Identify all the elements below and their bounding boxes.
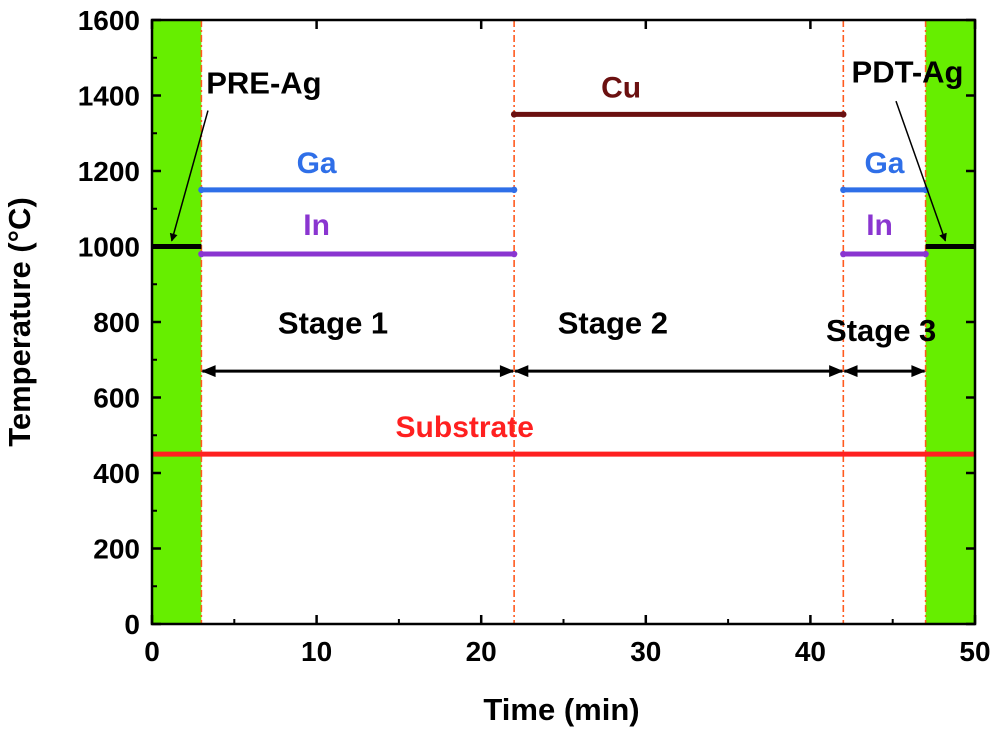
series-label-in: In <box>303 209 330 242</box>
x-tick-label: 30 <box>630 636 661 667</box>
series-in-endpoint <box>198 250 205 258</box>
series-label-in: In <box>866 209 893 242</box>
x-tick-label: 20 <box>466 636 497 667</box>
annotation-arrow-2 <box>895 100 947 242</box>
series-cu-endpoint <box>840 111 847 118</box>
series-label-ga: Ga <box>864 147 904 180</box>
x-tick-label: 0 <box>144 636 160 667</box>
stage-label-1: Stage 1 <box>278 305 388 340</box>
annotation-arrow-1 <box>169 110 209 242</box>
y-tick-label: 1200 <box>78 156 140 187</box>
x-axis-title: Time (min) <box>483 692 639 727</box>
stage-label-2: Stage 2 <box>558 305 668 340</box>
y-tick-label: 800 <box>93 307 140 338</box>
series-in-endpoint <box>510 250 518 258</box>
series-ga-endpoint <box>198 186 205 194</box>
y-tick-label: 1000 <box>78 232 140 263</box>
y-tick-label: 0 <box>124 609 140 640</box>
x-tick-label: 10 <box>301 636 332 667</box>
series-in-endpoint <box>922 250 929 258</box>
annotation-pre-ag: PRE-Ag <box>206 66 321 101</box>
x-tick-label: 50 <box>959 636 990 667</box>
x-tick-label: 40 <box>795 636 826 667</box>
series-label-ga: Ga <box>297 147 337 180</box>
y-tick-label: 400 <box>93 458 140 489</box>
annotation-pdt-ag: PDT-Ag <box>852 54 964 89</box>
series-cu-endpoint <box>510 111 518 118</box>
series-label-substrate: Substrate <box>396 411 534 444</box>
y-tick-label: 200 <box>93 534 140 565</box>
stage-label-3: Stage 3 <box>826 313 936 348</box>
y-tick-label: 1600 <box>78 5 140 36</box>
y-axis-title: Temperature (°C) <box>2 197 37 447</box>
y-tick-label: 1400 <box>78 81 140 112</box>
series-in-endpoint <box>840 250 847 258</box>
series-ga-endpoint <box>840 186 847 194</box>
series-ga-endpoint <box>510 186 518 194</box>
series-label-cu: Cu <box>601 71 641 104</box>
y-tick-label: 600 <box>93 383 140 414</box>
